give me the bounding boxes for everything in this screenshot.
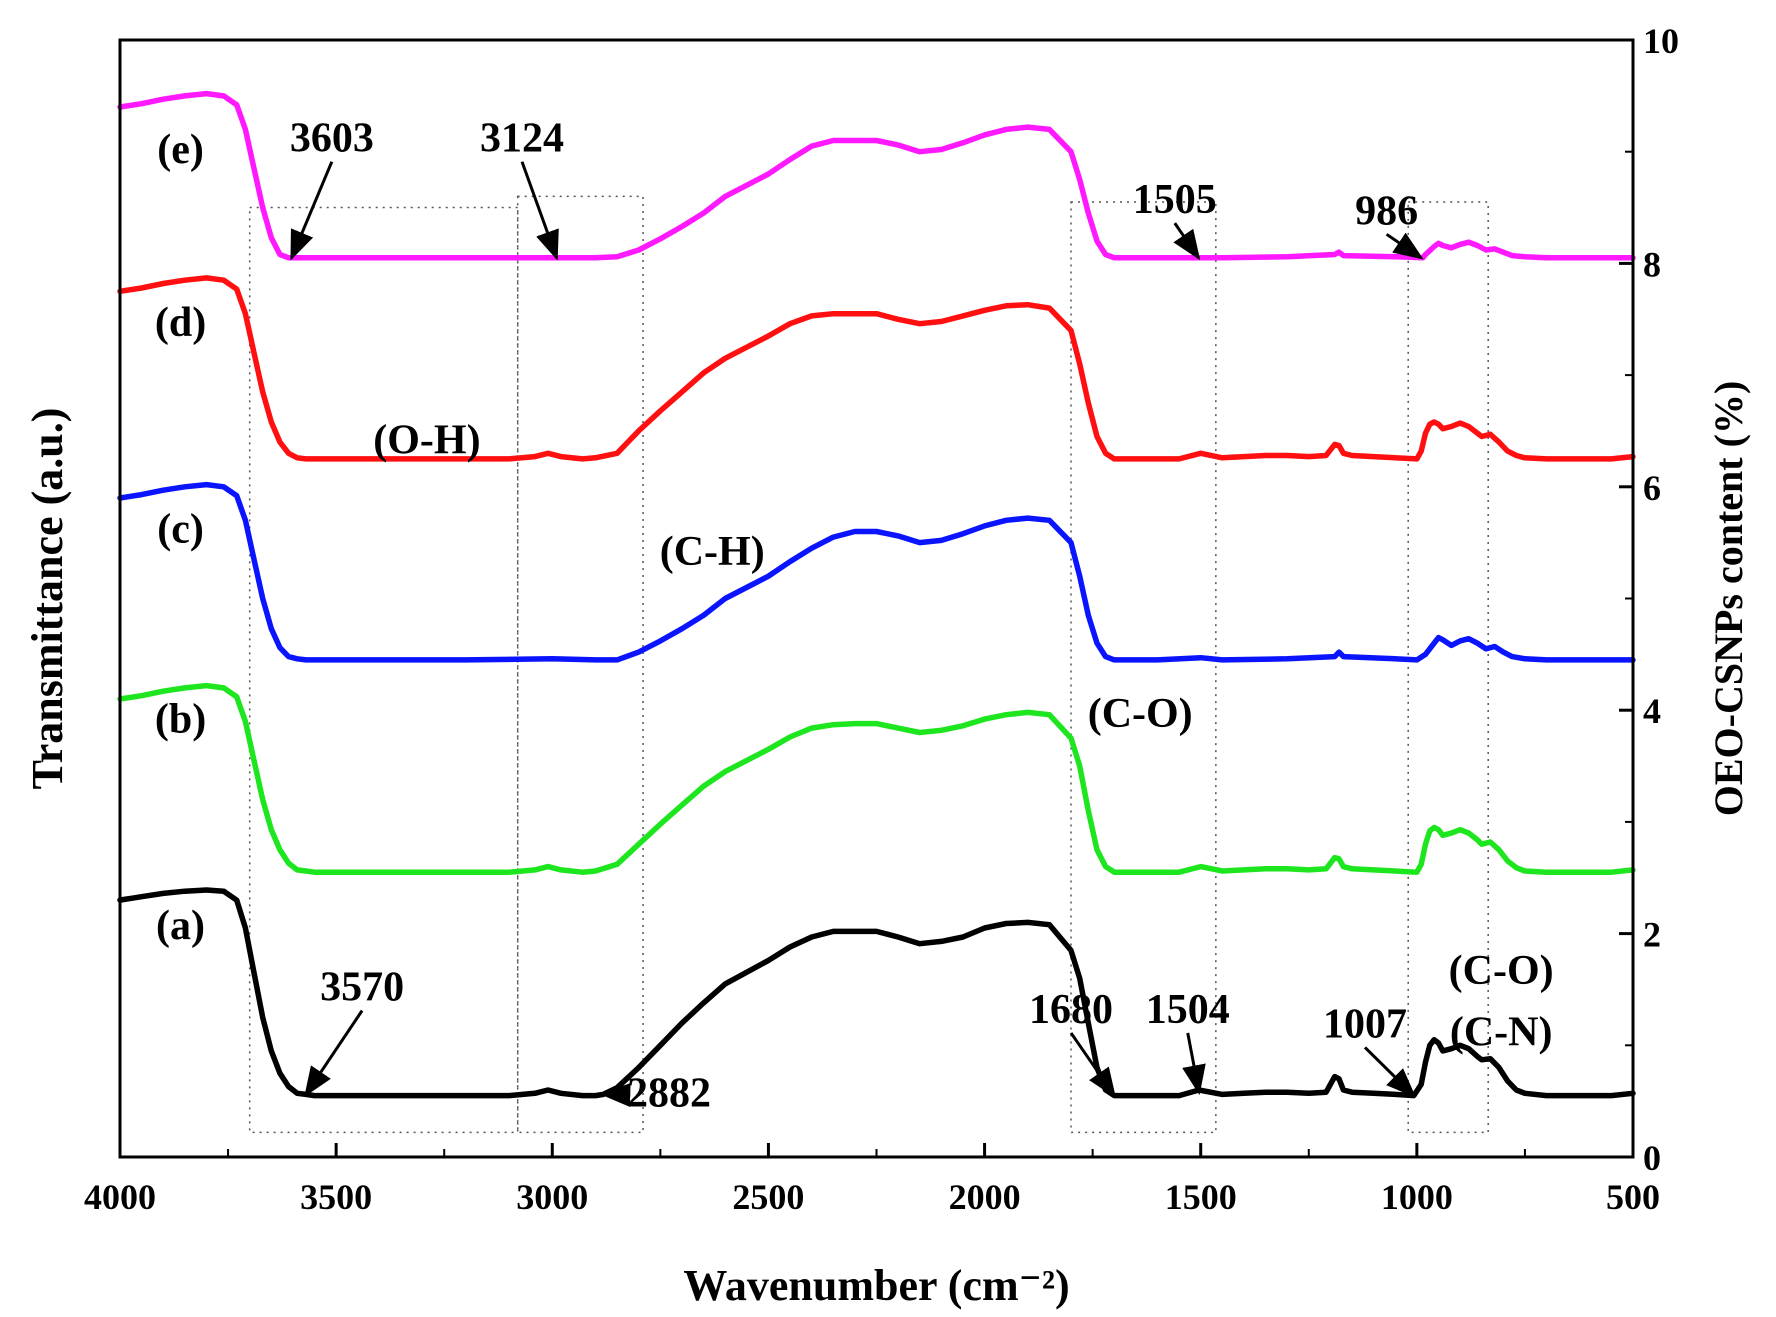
left-y-axis-label: Transmittance (a.u.) <box>23 408 72 790</box>
y-right-tick-label: 8 <box>1643 244 1661 284</box>
bond-label: (C-O) <box>1449 948 1554 994</box>
peak-arrow <box>1069 1032 1116 1099</box>
peak-label: 1680 <box>1029 987 1113 1033</box>
peak-label: 3124 <box>480 116 564 162</box>
series-line-b <box>117 682 1636 875</box>
x-tick-label: 4000 <box>84 1177 156 1217</box>
bond-label: (C-N) <box>1450 1009 1553 1055</box>
y-right-tick-label: 4 <box>1643 691 1661 731</box>
dotted-region-3 <box>1407 201 1489 1134</box>
dotted-region-1 <box>516 195 644 1134</box>
peak-arrow <box>304 1009 364 1097</box>
y-right-tick-label: 0 <box>1643 1138 1661 1178</box>
x-tick-label: 2000 <box>949 1177 1021 1217</box>
y-right-tick-label: 2 <box>1643 915 1661 955</box>
peak-label: 986 <box>1355 188 1418 234</box>
dotted-regions <box>248 195 1489 1134</box>
series-line-c <box>117 481 1636 663</box>
y-right-tick-label: 10 <box>1643 21 1679 61</box>
curve-label: (a) <box>156 903 205 949</box>
x-tick-label: 3500 <box>300 1177 372 1217</box>
peak-arrow <box>520 161 559 261</box>
series-line-d <box>117 275 1636 462</box>
peak-arrow <box>1182 1032 1206 1096</box>
peak-label: 1007 <box>1323 1001 1407 1047</box>
peak-arrow <box>1385 232 1424 260</box>
x-tick-label: 2500 <box>732 1177 804 1217</box>
bond-label: (O-H) <box>373 417 480 463</box>
dotted-region-2 <box>1070 201 1217 1134</box>
x-tick-label: 3000 <box>516 1177 588 1217</box>
x-axis-label: Wavenumber (cm⁻²) <box>683 1261 1069 1310</box>
curve-label: (c) <box>157 507 204 553</box>
series-line-e <box>117 90 1636 261</box>
bond-label: (C-O) <box>1088 691 1193 737</box>
peak-label: 1505 <box>1133 177 1217 223</box>
peak-arrow <box>1363 1046 1416 1098</box>
curve-label: (e) <box>157 127 204 173</box>
peak-label: 3570 <box>320 965 404 1011</box>
curve-label: (b) <box>155 697 206 743</box>
dotted-region-0 <box>248 206 519 1134</box>
peak-arrow <box>1173 222 1201 261</box>
spectra-series <box>117 90 1636 1099</box>
right-y-axis-label: OEO-CSNPs content (%) <box>1706 381 1751 817</box>
peak-label: 1504 <box>1146 987 1230 1033</box>
x-tick-label: 500 <box>1606 1177 1660 1217</box>
x-tick-label: 1500 <box>1165 1177 1237 1217</box>
curve-label: (d) <box>155 300 206 346</box>
y-right-tick-label: 6 <box>1643 468 1661 508</box>
peak-label: 3603 <box>290 116 374 162</box>
x-tick-label: 1000 <box>1381 1177 1453 1217</box>
peak-label: 2882 <box>627 1071 711 1117</box>
annotations: (a) (b) (c) (d) (e) (O-H) (C-H) (C-O) (C-O) (C-N)… <box>155 116 1554 1117</box>
peak-arrow <box>290 161 334 261</box>
bond-label: (C-H) <box>660 529 765 575</box>
